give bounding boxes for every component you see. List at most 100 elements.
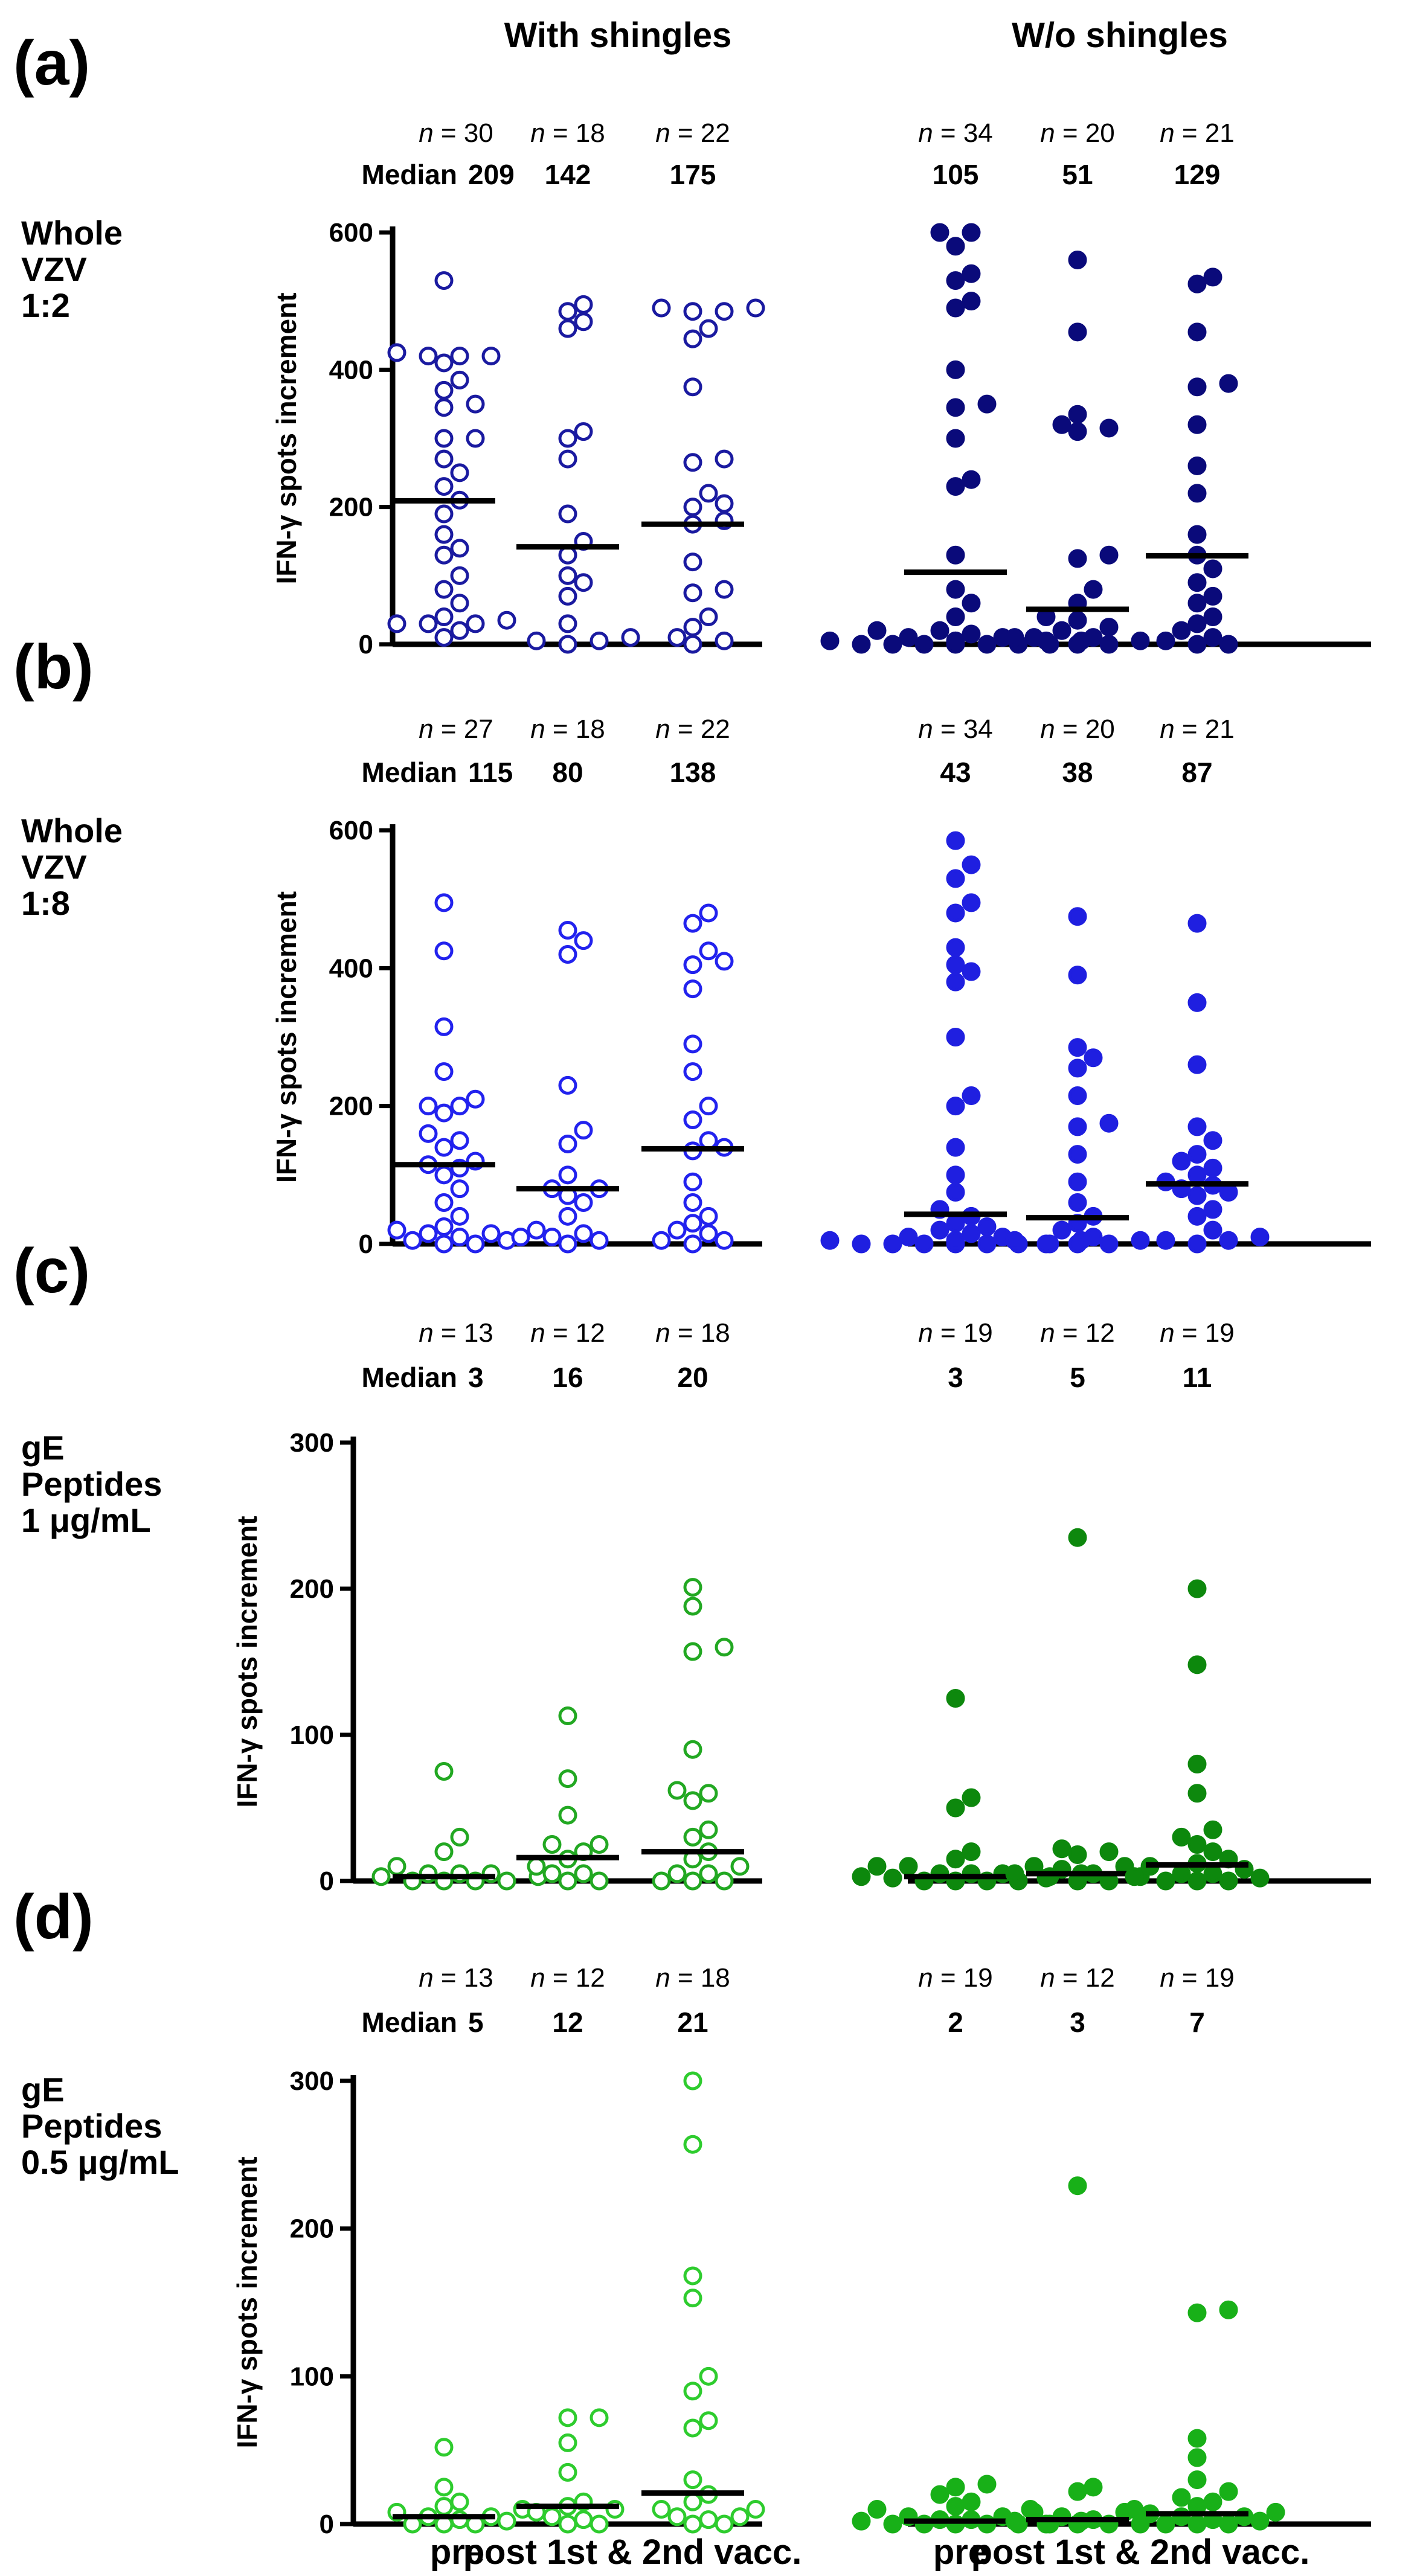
data-point (867, 621, 887, 640)
data-point (1187, 2429, 1207, 2448)
median-value: 129 (1174, 159, 1221, 190)
data-point (558, 2433, 577, 2452)
data-point (1250, 1228, 1270, 1247)
data-point (1250, 1868, 1270, 1888)
data-point (387, 614, 406, 633)
data-point (542, 1228, 562, 1247)
data-point (1068, 422, 1087, 441)
data-point (558, 1871, 577, 1891)
data-point (590, 631, 609, 650)
panel-letter: (d) (13, 1882, 94, 1952)
data-point (1187, 525, 1207, 544)
data-point (1203, 628, 1222, 647)
data-point (527, 1220, 546, 1240)
data-point (946, 1138, 965, 1157)
y-tick-label: 400 (329, 355, 373, 385)
data-point (883, 1868, 902, 1888)
data-point (1187, 2303, 1207, 2322)
data-point (683, 2382, 702, 2401)
data-point (1187, 456, 1207, 475)
n-label: n = 30 (419, 118, 493, 148)
n-label: n = 19 (918, 1963, 993, 1993)
data-point (1068, 405, 1087, 424)
data-point (820, 1231, 840, 1250)
data-point (715, 2514, 734, 2534)
data-point (715, 494, 734, 513)
data-point (1005, 628, 1024, 647)
data-point (667, 628, 687, 647)
data-point (1068, 1528, 1087, 1547)
data-point (683, 2418, 702, 2438)
data-point (1219, 2482, 1238, 2501)
data-point (946, 1850, 965, 1869)
data-point (667, 1220, 687, 1240)
data-point (852, 635, 871, 654)
data-point (481, 347, 501, 366)
data-point (434, 580, 454, 599)
data-point (450, 1228, 469, 1247)
data-point (450, 621, 469, 640)
data-point (946, 1231, 965, 1250)
y-tick-label: 600 (329, 816, 373, 845)
data-point (527, 631, 546, 650)
median-label: Median (362, 159, 457, 190)
n-label: n = 19 (1160, 1963, 1235, 1993)
data-point (450, 539, 469, 558)
data-point (1203, 1820, 1222, 1839)
data-point (683, 1034, 702, 1054)
data-point (574, 295, 593, 314)
data-point (699, 1206, 718, 1226)
data-point (1187, 614, 1207, 633)
data-point (558, 945, 577, 964)
data-point (1005, 1231, 1024, 1250)
data-point (1172, 1152, 1191, 1171)
data-point (746, 298, 765, 318)
stimulus-label: Whole (21, 812, 123, 850)
data-point (574, 931, 593, 950)
data-point (1156, 2514, 1175, 2534)
data-point (683, 2492, 702, 2511)
data-point (1219, 635, 1238, 654)
data-point (715, 302, 734, 321)
data-point (527, 1857, 546, 1876)
data-point (946, 972, 965, 992)
data-point (1187, 415, 1207, 434)
data-point (946, 869, 965, 888)
data-point (434, 1234, 454, 1254)
data-point (962, 470, 981, 489)
data-point (1131, 631, 1150, 650)
data-point (946, 545, 965, 565)
x-label-pre-with: pre (430, 2533, 484, 2572)
data-point (450, 347, 469, 366)
data-point (558, 921, 577, 940)
data-point (930, 223, 949, 242)
data-point (652, 1231, 671, 1250)
median-value: 38 (1062, 757, 1093, 788)
data-point (434, 1103, 454, 1123)
data-point (1068, 2176, 1087, 2196)
y-tick-label: 200 (329, 493, 373, 522)
data-point (946, 1689, 965, 1708)
data-point (930, 1220, 949, 1240)
data-point (558, 1134, 577, 1153)
data-point (574, 312, 593, 332)
data-point (1084, 1228, 1103, 1247)
stimulus-label: VZV (21, 250, 87, 288)
data-point (1187, 635, 1207, 654)
data-point (590, 1871, 609, 1891)
data-point (946, 1165, 965, 1185)
data-point (1219, 374, 1238, 393)
data-point (1099, 1842, 1119, 1862)
data-point (450, 463, 469, 482)
n-label: n = 12 (530, 1963, 605, 1993)
data-point (558, 449, 577, 469)
data-point (1187, 2470, 1207, 2490)
data-point (466, 429, 485, 448)
data-point (434, 1017, 454, 1036)
median-label: Median (362, 2007, 457, 2038)
data-point (1156, 1871, 1175, 1891)
y-tick-label: 0 (359, 1229, 373, 1259)
median-value: 142 (545, 159, 591, 190)
